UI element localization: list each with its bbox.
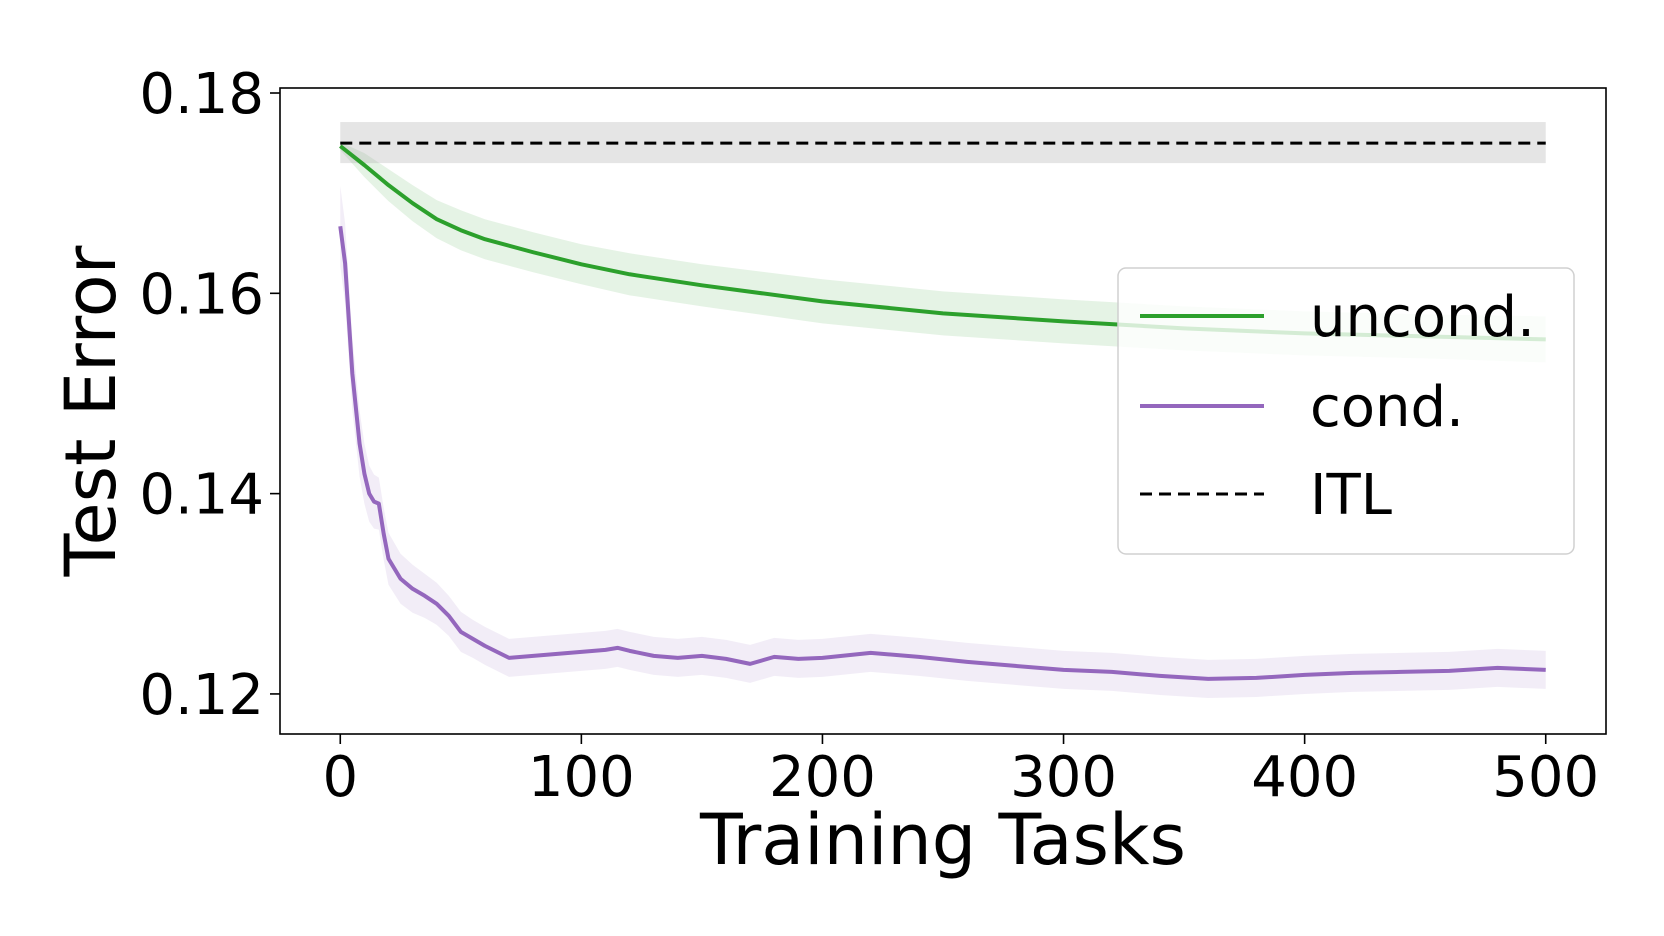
- y-tick-label: 0.16: [139, 262, 264, 327]
- x-tick-label: 500: [1492, 745, 1599, 810]
- x-axis-label: Training Tasks: [699, 799, 1186, 881]
- legend: uncond. cond. ITL: [1117, 267, 1575, 555]
- y-axis-ticks: 0.12 0.14 0.16 0.18: [139, 62, 280, 728]
- legend-label-cond: cond.: [1310, 375, 1464, 440]
- axes-frame: [279, 87, 1607, 735]
- x-tick-label: 400: [1251, 745, 1358, 810]
- y-axis-label: Test Error: [50, 245, 132, 577]
- x-tick-label: 300: [1010, 745, 1117, 810]
- cond-line: [338, 225, 1546, 681]
- x-tick-label: 100: [528, 745, 635, 810]
- x-axis-ticks: 0 100 200 300 400 500: [322, 734, 1599, 810]
- legend-label-uncond: uncond.: [1310, 285, 1535, 350]
- y-tick-label: 0.14: [139, 463, 264, 528]
- y-tick-label: 0.18: [139, 62, 264, 127]
- legend-label-itl: ITL: [1310, 463, 1392, 528]
- x-tick-label: 200: [769, 745, 876, 810]
- cond-band: [340, 186, 1546, 698]
- legend-box: [1117, 267, 1575, 555]
- y-tick-label: 0.12: [139, 663, 264, 728]
- x-tick-label: 0: [322, 745, 358, 810]
